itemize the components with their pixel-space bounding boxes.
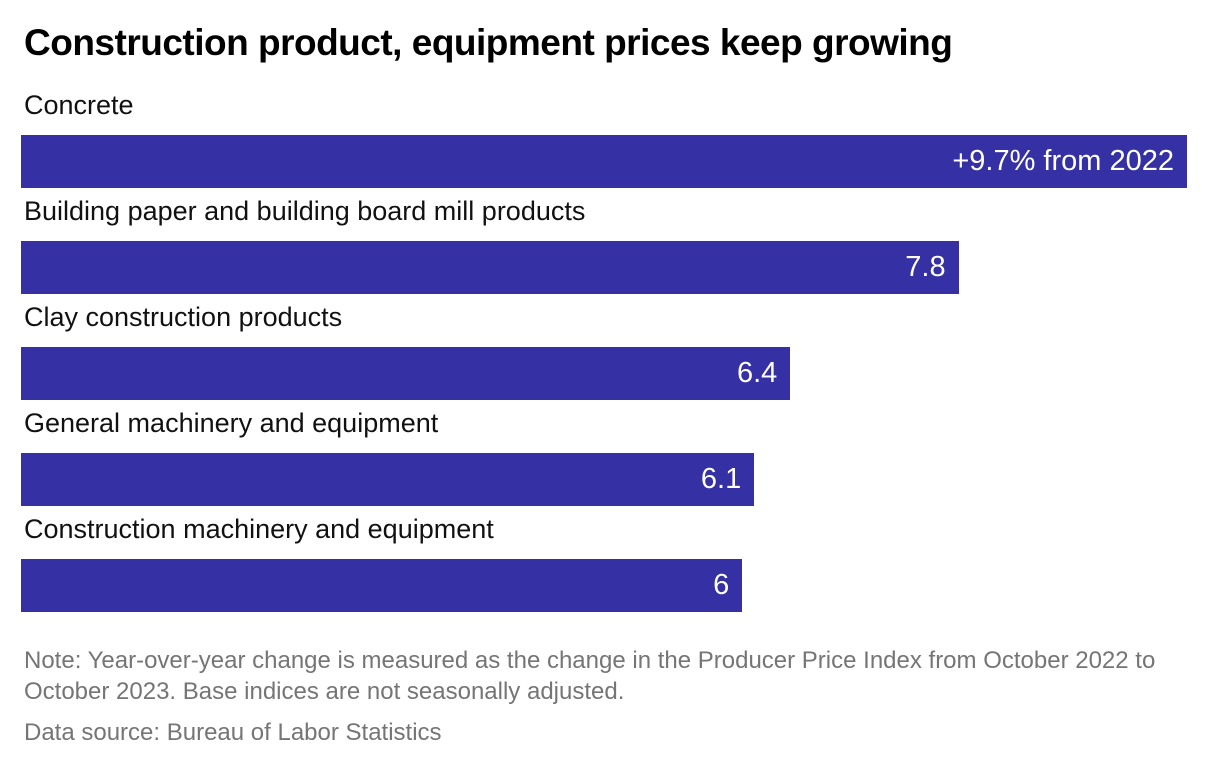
bar-category-label: Construction machinery and equipment	[24, 514, 494, 544]
bar-value-label: +9.7% from 2022	[952, 145, 1174, 177]
bar-category-label: General machinery and equipment	[24, 408, 439, 438]
bar: 7.8	[21, 241, 959, 294]
chart-note: Note: Year-over-year change is measured …	[24, 647, 1156, 705]
data-source: Data source: Bureau of Labor Statistics	[24, 719, 442, 746]
bar-category-label: Clay construction products	[24, 302, 343, 332]
bar-row: Clay construction products 6.4	[21, 299, 1187, 400]
page-title: Construction product, equipment prices k…	[24, 22, 953, 63]
bar-row: Building paper and building board mill p…	[21, 193, 1187, 294]
bar-value-label: 6.4	[736, 357, 778, 389]
bar-category-label: Concrete	[24, 90, 134, 120]
bar-row: General machinery and equipment 6.1	[21, 405, 1187, 506]
bar-value-label: 7.8	[905, 251, 946, 283]
chart-container: Construction product, equipment prices k…	[21, 22, 1187, 746]
bar-value-label: 6	[713, 569, 730, 601]
bar: 6	[21, 559, 743, 612]
bar-row: Construction machinery and equipment 6	[21, 511, 1187, 612]
bar: 6.1	[21, 453, 755, 506]
bar-chart: Concrete +9.7% from 2022 Building paper …	[21, 87, 1187, 612]
bar-value-label: 6.1	[700, 463, 742, 495]
bar-row: Concrete +9.7% from 2022	[21, 87, 1187, 188]
bar: +9.7% from 2022	[21, 135, 1187, 188]
bar-category-label: Building paper and building board mill p…	[24, 196, 586, 226]
bar: 6.4	[21, 347, 791, 400]
